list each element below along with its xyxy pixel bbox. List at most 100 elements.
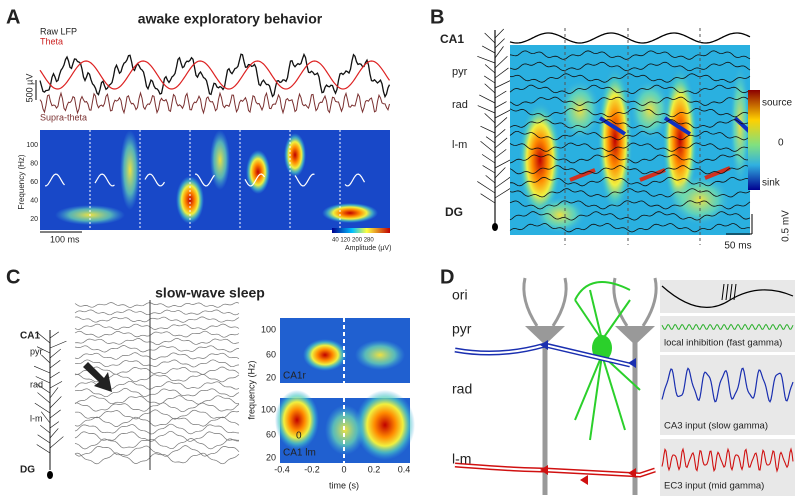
trace [509, 84, 751, 95]
trace [509, 142, 751, 152]
tick-label: 0.2 [368, 464, 381, 474]
arrow [704, 166, 731, 180]
trace-label: Supra-theta [40, 112, 87, 122]
trace [74, 352, 240, 360]
dendrite [37, 392, 51, 404]
heat-blob [275, 390, 319, 450]
dendrite [49, 428, 59, 439]
colorbar-label: source [762, 98, 792, 109]
dendrite [494, 158, 512, 169]
dendrite [35, 376, 51, 384]
colorbar-label: 0 [778, 138, 784, 149]
dendrite [494, 56, 508, 69]
colorbar [748, 90, 760, 190]
trace [74, 366, 240, 375]
colorbar-ticks: 40 120 200 280 [332, 238, 374, 244]
dendrite [494, 149, 507, 159]
dendrite [34, 402, 51, 414]
inset-label: CA1 lm [283, 448, 316, 459]
interneuron-process [589, 354, 603, 441]
dendrite [33, 365, 51, 374]
panel-label: B [430, 6, 444, 28]
dendrite [494, 46, 504, 59]
tick-label: 20 [30, 216, 38, 223]
trace [509, 32, 751, 44]
layer-label: pyr [452, 66, 468, 78]
trace [39, 91, 390, 115]
scale-label: 50 ms [724, 241, 751, 252]
scale-label: 0.5 mV [781, 210, 792, 242]
heat-blob [210, 130, 230, 190]
dendrite [40, 411, 51, 424]
synapse [580, 475, 588, 485]
dendrite [49, 371, 60, 379]
heat-blob [518, 100, 562, 220]
layer-label: rad [452, 99, 468, 111]
tick-label: 100 [26, 142, 38, 149]
layer-label: l-m [30, 413, 43, 423]
trace [509, 200, 751, 210]
interneuron [592, 335, 612, 361]
heat-blob [284, 133, 306, 177]
dendrite [49, 436, 64, 449]
trace-box [660, 439, 795, 496]
trace [74, 430, 239, 442]
dendrite [49, 387, 59, 399]
dendrite [494, 101, 507, 109]
trace [74, 330, 240, 338]
dendrite [484, 113, 496, 124]
trace [74, 337, 240, 346]
caption: CA3 input (slow gamma) [664, 421, 768, 432]
trace-box [660, 316, 795, 352]
arrow [83, 362, 112, 392]
trace [74, 445, 240, 457]
tick-label: 40 [30, 197, 38, 204]
trace [294, 173, 315, 187]
dendrite [37, 384, 51, 394]
heat-blob [120, 130, 140, 210]
synapse [540, 340, 548, 350]
trace [344, 173, 366, 187]
axis-label: time (s) [329, 480, 359, 490]
dendrite [483, 75, 496, 84]
scale-label: 500 µV [24, 74, 34, 103]
layer-label: rad [452, 381, 472, 397]
trace [509, 211, 751, 221]
dendrite [36, 331, 51, 344]
tick-label: 80 [30, 160, 38, 167]
dendrite [494, 167, 506, 179]
dendrite [49, 340, 67, 349]
panel-label: D [440, 266, 454, 288]
dendrite [481, 45, 496, 54]
tick-label: 0 [341, 464, 346, 474]
dendrite [480, 140, 496, 154]
colorbar [332, 228, 390, 233]
dendrite [484, 32, 496, 44]
afferent [454, 464, 656, 477]
dendrite [477, 181, 496, 194]
trace [509, 165, 751, 175]
tick-label: 100 [261, 324, 276, 334]
dendrite [494, 176, 511, 189]
panel-label: A [6, 6, 20, 28]
dendrite [494, 129, 506, 139]
dendrite [612, 277, 658, 327]
tick-label: 100 [261, 404, 276, 414]
dendrite [36, 444, 51, 454]
layer-label: l-m [452, 451, 471, 467]
inset-label: 0 [296, 431, 302, 442]
dendrite [481, 154, 496, 164]
trace [74, 438, 239, 450]
colorbar-label: sink [762, 178, 781, 189]
trace [725, 283, 729, 301]
interneuron-process [574, 354, 603, 421]
synapse [540, 465, 548, 475]
trace [509, 130, 751, 141]
legend-entry: Raw LFP [40, 26, 77, 36]
dendrite [480, 125, 496, 134]
trace [74, 309, 240, 316]
pyramidal-cell [525, 326, 565, 345]
axis-label: frequency (Hz) [246, 360, 256, 419]
heat-blob [535, 197, 585, 233]
